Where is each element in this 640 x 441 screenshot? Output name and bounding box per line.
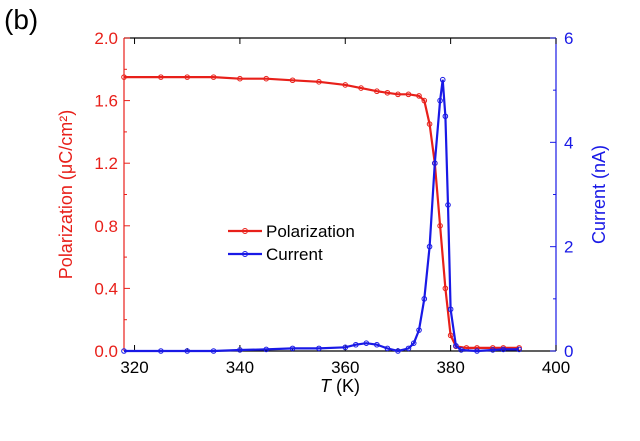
x-axis-label: T (K) (320, 376, 360, 396)
current-point (489, 347, 496, 353)
polarization-point (316, 79, 322, 85)
y-right-tick-label: 4 (564, 133, 573, 152)
polarization-point (184, 74, 191, 80)
polarization-point (421, 97, 428, 104)
polarization-point (405, 91, 412, 98)
current-point (184, 348, 191, 354)
polarization-point (416, 93, 422, 99)
panel-label: (b) (4, 4, 39, 35)
current-point (289, 345, 296, 352)
current-point (121, 348, 127, 354)
current-point (442, 113, 449, 120)
current-point (342, 344, 349, 351)
polarization-point (437, 223, 443, 229)
polarization-point (442, 285, 449, 292)
legend: Polarization Current (228, 222, 355, 264)
current-point (316, 345, 322, 352)
y-right-tick-label: 2 (564, 238, 573, 257)
y-left-tick-label: 1.6 (94, 92, 118, 111)
x-tick-label: 400 (542, 358, 570, 377)
current-point (447, 306, 454, 313)
current-point (453, 342, 459, 349)
polarization-point (158, 74, 164, 80)
current-point (410, 340, 417, 346)
current-point (363, 340, 370, 346)
current-point (458, 347, 464, 353)
current-point (210, 348, 217, 354)
polarization-series (121, 74, 522, 351)
current-series (121, 76, 522, 354)
y-left-tick-label: 0.4 (94, 279, 118, 298)
current-point (158, 348, 164, 354)
x-tick-label: 360 (331, 358, 359, 377)
legend-marker-current (242, 251, 248, 257)
y-left-tick-label: 0.0 (94, 342, 118, 361)
x-tick-label: 320 (120, 358, 148, 377)
current-point (445, 202, 451, 208)
polarization-line (124, 75, 520, 349)
current-point (426, 243, 433, 250)
y-left-tick-label: 0.8 (94, 217, 118, 236)
current-point (263, 346, 270, 353)
current-point (374, 341, 380, 348)
current-point (395, 348, 401, 354)
current-point (474, 348, 480, 354)
current-point (439, 76, 446, 83)
polarization-point (384, 89, 391, 96)
y-right-tick-label: 0 (564, 342, 573, 361)
polarization-point (121, 74, 127, 80)
y-right-tick-label: 6 (564, 29, 573, 48)
current-point (516, 346, 522, 353)
legend-marker-polarization (242, 228, 248, 234)
y-left-axis-label: Polarization (μC/cm²) (56, 110, 76, 279)
polarization-point (395, 91, 401, 98)
current-point (405, 345, 412, 352)
polarization-point (263, 75, 270, 82)
legend-label-current: Current (266, 245, 323, 264)
y-right-axis-label: Current (nA) (589, 145, 609, 244)
current-point (421, 296, 428, 302)
polarization-point (374, 88, 380, 95)
legend-label-polarization: Polarization (266, 222, 355, 241)
current-point (237, 347, 243, 353)
x-tick-label: 380 (436, 358, 464, 377)
polarization-point (210, 74, 217, 80)
polarization-point (358, 85, 364, 91)
current-point (437, 97, 443, 104)
polarization-point (289, 77, 296, 84)
y-left-tick-label: 2.0 (94, 29, 118, 48)
current-point (500, 346, 507, 353)
current-point (416, 327, 422, 333)
x-tick-label: 340 (226, 358, 254, 377)
polarization-point (342, 82, 349, 88)
current-point (384, 345, 391, 352)
current-point (432, 160, 438, 166)
polarization-point (426, 121, 433, 127)
current-point (353, 341, 359, 348)
polarization-point (237, 75, 243, 82)
y-left-tick-label: 1.2 (94, 154, 118, 173)
polarization-point (447, 332, 454, 339)
current-line (124, 79, 520, 353)
